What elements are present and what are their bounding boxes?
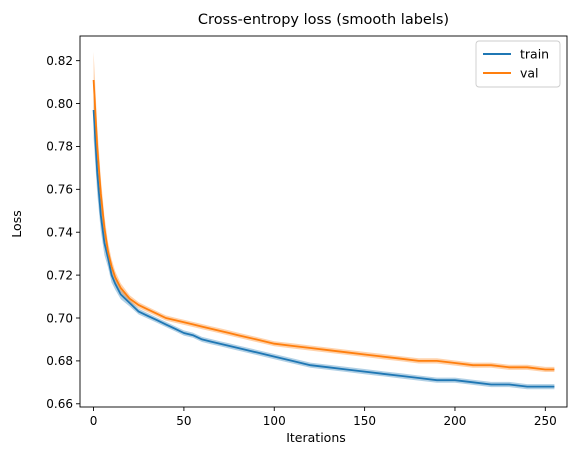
x-tick-label: 150: [353, 414, 376, 428]
confidence-bands: [93, 51, 555, 390]
x-tick-label: 0: [90, 414, 98, 428]
legend-label-train: train: [520, 47, 549, 62]
line-val: [92, 79, 555, 371]
legend-label-val: val: [520, 66, 539, 81]
y-tick-label: 0.72: [46, 268, 73, 282]
y-axis-label: Loss: [9, 210, 24, 237]
line-train: [92, 109, 555, 388]
x-tick-label: 50: [176, 414, 191, 428]
y-tick-label: 0.70: [46, 311, 73, 325]
y-tick-label: 0.68: [46, 354, 73, 368]
y-tick-label: 0.82: [46, 54, 73, 68]
legend-box: [475, 40, 561, 88]
y-tick-label: 0.66: [46, 397, 73, 411]
x-tick-label: 100: [263, 414, 286, 428]
y-tick-label: 0.80: [46, 97, 73, 111]
y-tick-label: 0.76: [46, 183, 73, 197]
x-tick-label: 250: [534, 414, 557, 428]
y-tick-label: 0.78: [46, 140, 73, 154]
band-train: [93, 81, 555, 390]
legend: train val: [475, 40, 561, 88]
y-axis-ticks: 0.66 0.68 0.70 0.72 0.74 0.76 0.78 0.80 0.82: [46, 54, 80, 411]
plot-area-frame: [79, 35, 568, 408]
chart-title: Cross-entropy loss (smooth labels): [198, 12, 449, 28]
x-tick-label: 200: [444, 414, 467, 428]
x-axis-label: Iterations: [286, 430, 346, 445]
series-lines: [92, 79, 555, 388]
y-tick-label: 0.74: [46, 226, 73, 240]
x-axis-ticks: 0 50 100 150 200 250: [90, 407, 557, 428]
